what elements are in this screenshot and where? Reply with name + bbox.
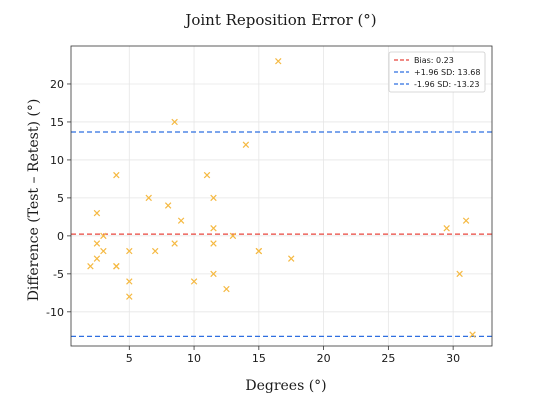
data-point	[87, 263, 94, 270]
data-point	[210, 270, 217, 278]
data-point	[462, 217, 470, 224]
reference-lines	[71, 131, 492, 338]
data-point	[223, 285, 230, 293]
x-tick-label: 20	[317, 352, 331, 365]
data-point	[210, 225, 217, 232]
y-tick-label: 0	[57, 230, 64, 243]
data-point	[210, 194, 217, 202]
axis-ticks: 5 10 15 20 25 30 -10 -5 0 5 10 15 20	[46, 78, 460, 365]
data-point	[177, 217, 185, 224]
y-tick-label: 15	[50, 116, 64, 129]
data-point	[113, 263, 120, 270]
data-point	[93, 240, 101, 247]
legend: Bias: 0.23 +1.96 SD: 13.68 -1.96 SD: -13.2…	[388, 51, 486, 93]
data-point	[456, 270, 463, 278]
data-point	[126, 293, 133, 300]
data-point	[113, 171, 120, 179]
data-point	[171, 240, 178, 247]
data-point	[126, 278, 133, 285]
data-point	[469, 331, 476, 338]
x-tick-label: 25	[381, 352, 395, 365]
x-tick-label: 10	[187, 352, 201, 365]
y-tick-label: 10	[50, 154, 64, 167]
data-point	[171, 118, 178, 126]
x-axis-label: Degrees (°)	[245, 378, 326, 394]
y-axis-label: Difference (Test – Retest) (°)	[26, 99, 42, 302]
data-point	[190, 278, 198, 285]
data-point	[93, 255, 101, 262]
data-point	[443, 225, 450, 232]
data-point	[93, 209, 101, 217]
chart-title: Joint Reposition Error (°)	[183, 11, 376, 29]
legend-item: Bias: 0.23	[394, 56, 454, 65]
data-point	[242, 141, 250, 148]
data-points	[87, 57, 476, 338]
data-point	[229, 232, 237, 240]
legend-item: -1.96 SD: -13.23	[394, 80, 480, 89]
data-point	[210, 240, 217, 247]
data-point	[255, 247, 263, 255]
data-point	[164, 202, 172, 209]
x-tick-label: 5	[126, 352, 133, 365]
y-tick-label: 20	[50, 78, 64, 91]
data-point	[287, 255, 295, 262]
data-point	[145, 194, 152, 202]
y-tick-label: -5	[53, 268, 64, 281]
data-point	[100, 247, 107, 255]
data-point	[126, 247, 133, 255]
data-point	[275, 57, 282, 65]
plot-frame	[70, 45, 493, 347]
legend-label: +1.96 SD: 13.68	[414, 68, 480, 77]
data-point	[203, 171, 211, 179]
data-point	[100, 232, 107, 240]
legend-label: -1.96 SD: -13.23	[414, 80, 480, 89]
x-tick-label: 30	[446, 352, 460, 365]
y-tick-label: 5	[57, 192, 64, 205]
data-point	[151, 247, 159, 255]
legend-box	[388, 51, 486, 93]
legend-label: Bias: 0.23	[414, 56, 454, 65]
y-tick-label: -10	[46, 306, 64, 319]
x-tick-label: 15	[252, 352, 266, 365]
legend-item: +1.96 SD: 13.68	[394, 68, 480, 77]
